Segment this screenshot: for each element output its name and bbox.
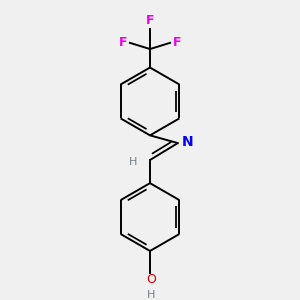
Text: H: H [147, 290, 156, 299]
Text: F: F [146, 14, 154, 26]
Text: F: F [119, 36, 128, 50]
Text: O: O [147, 274, 157, 286]
Text: N: N [182, 134, 193, 148]
Text: F: F [172, 36, 181, 50]
Text: H: H [129, 157, 137, 166]
